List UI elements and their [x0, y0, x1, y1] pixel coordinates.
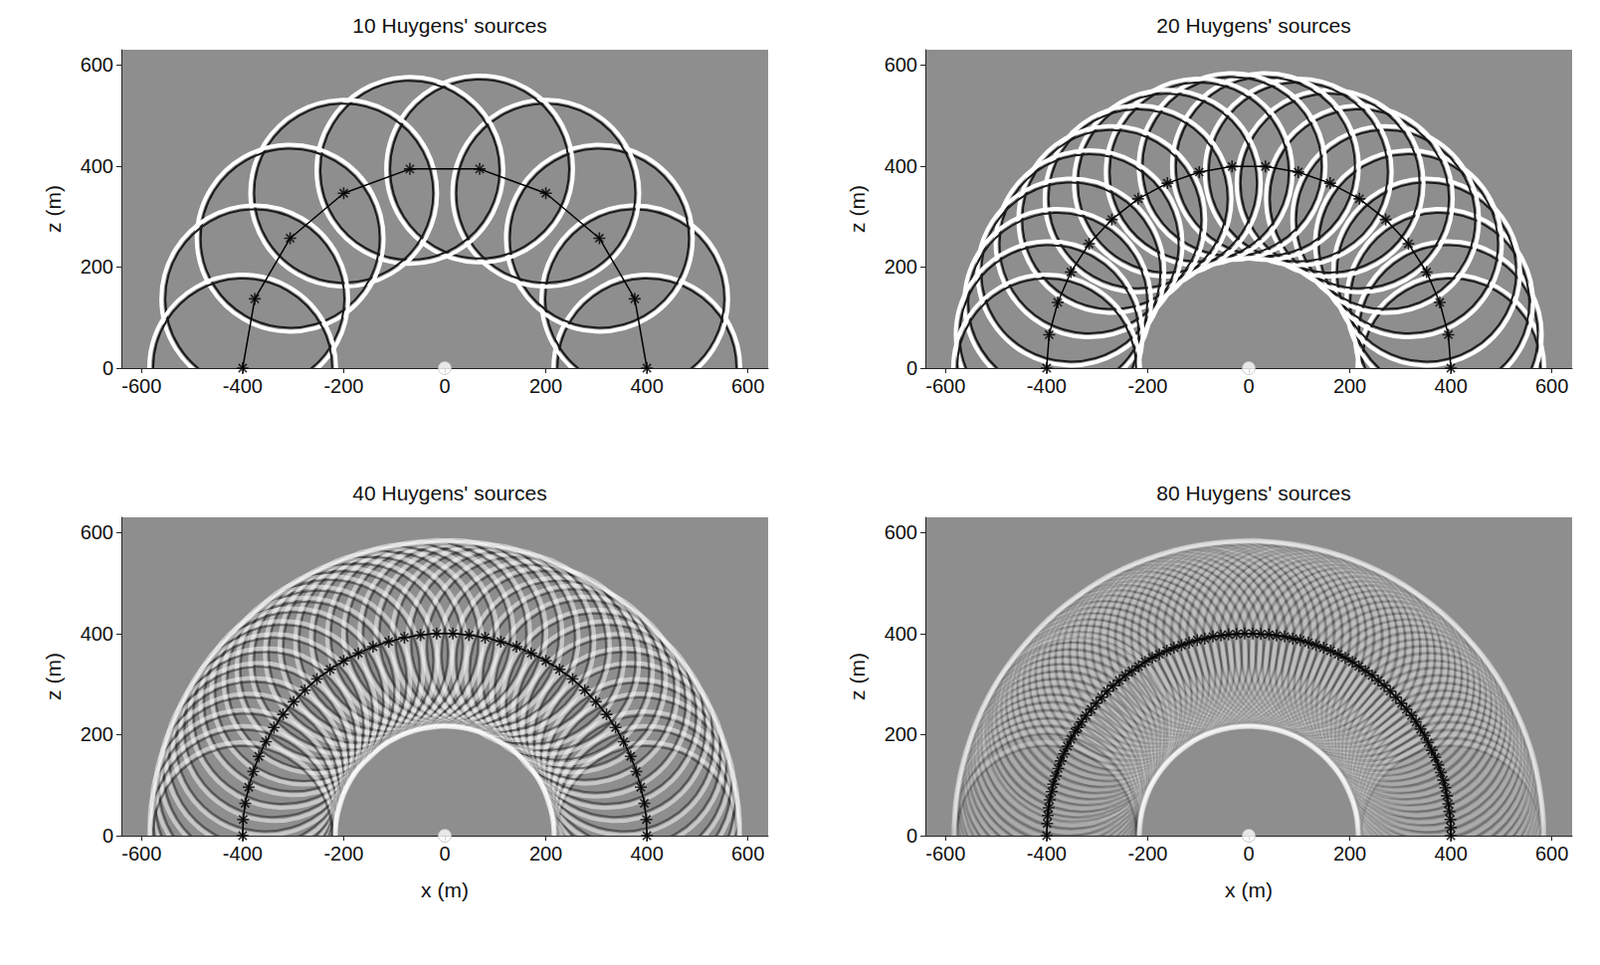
svg-text:0: 0: [438, 842, 450, 865]
svg-text:600: 600: [731, 842, 765, 865]
svg-text:-400: -400: [1026, 842, 1067, 865]
svg-text:600: 600: [731, 375, 765, 398]
svg-text:200: 200: [80, 723, 114, 746]
svg-text:600: 600: [80, 53, 114, 76]
svg-text:400: 400: [884, 622, 918, 645]
svg-text:0: 0: [906, 357, 918, 380]
svg-text:200: 200: [1333, 375, 1367, 398]
svg-text:600: 600: [884, 53, 918, 76]
svg-text:-400: -400: [222, 842, 263, 865]
svg-text:80 Huygens' sources: 80 Huygens' sources: [1156, 481, 1351, 505]
svg-text:200: 200: [529, 375, 563, 398]
svg-text:-600: -600: [925, 842, 966, 865]
svg-text:400: 400: [884, 155, 918, 178]
svg-text:-600: -600: [121, 375, 162, 398]
svg-text:400: 400: [1433, 375, 1467, 398]
svg-text:-400: -400: [222, 375, 263, 398]
svg-text:x (m): x (m): [420, 878, 469, 902]
svg-text:400: 400: [80, 155, 114, 178]
svg-text:0: 0: [102, 824, 114, 847]
svg-text:600: 600: [80, 521, 114, 544]
svg-text:10 Huygens' sources: 10 Huygens' sources: [352, 13, 547, 37]
svg-text:200: 200: [1333, 842, 1367, 865]
svg-text:20 Huygens' sources: 20 Huygens' sources: [1156, 13, 1351, 37]
svg-text:z (m): z (m): [845, 185, 869, 233]
svg-text:400: 400: [80, 622, 114, 645]
svg-text:z (m): z (m): [41, 652, 65, 701]
svg-text:z (m): z (m): [41, 185, 65, 233]
svg-text:z (m): z (m): [845, 652, 869, 701]
svg-text:200: 200: [884, 723, 918, 746]
svg-text:400: 400: [1433, 842, 1467, 865]
svg-text:0: 0: [1242, 842, 1254, 865]
svg-text:400: 400: [629, 842, 663, 865]
svg-text:600: 600: [1535, 375, 1569, 398]
svg-text:-200: -200: [323, 375, 364, 398]
svg-text:-600: -600: [925, 375, 966, 398]
svg-text:40 Huygens' sources: 40 Huygens' sources: [352, 481, 547, 505]
svg-text:0: 0: [102, 357, 114, 380]
svg-text:x (m): x (m): [1224, 878, 1273, 902]
svg-text:0: 0: [438, 375, 450, 398]
svg-text:-200: -200: [1127, 842, 1168, 865]
svg-text:200: 200: [529, 842, 563, 865]
svg-text:0: 0: [1242, 375, 1254, 398]
svg-text:-200: -200: [1127, 375, 1168, 398]
svg-text:400: 400: [629, 375, 663, 398]
svg-text:200: 200: [80, 255, 114, 278]
svg-text:0: 0: [906, 824, 918, 847]
svg-text:-400: -400: [1026, 375, 1067, 398]
svg-text:200: 200: [884, 255, 918, 278]
svg-text:-600: -600: [121, 842, 162, 865]
svg-text:-200: -200: [323, 842, 364, 865]
svg-text:600: 600: [1535, 842, 1569, 865]
svg-text:600: 600: [884, 521, 918, 544]
